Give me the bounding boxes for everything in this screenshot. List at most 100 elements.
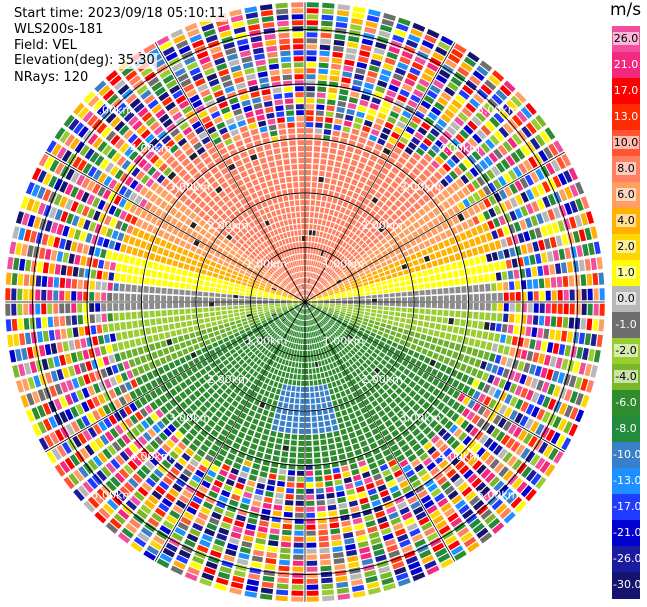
velocity-gate (228, 264, 235, 270)
velocity-gate (367, 159, 375, 168)
velocity-gate (23, 288, 29, 301)
velocity-gate (59, 277, 66, 288)
velocity-gate (203, 373, 211, 381)
velocity-gate (596, 256, 603, 270)
velocity-gate (552, 343, 560, 355)
velocity-gate (394, 227, 402, 234)
velocity-gate (354, 244, 360, 251)
velocity-gate (340, 289, 346, 293)
velocity-gate (237, 338, 244, 345)
velocity-gate (484, 454, 496, 466)
velocity-gate (507, 473, 519, 486)
velocity-gate (275, 343, 281, 349)
velocity-gate (291, 310, 296, 314)
velocity-gate (237, 348, 244, 355)
velocity-gate (119, 383, 128, 394)
velocity-gate (170, 352, 178, 360)
velocity-gate (69, 454, 81, 467)
velocity-gate (351, 329, 357, 335)
velocity-gate (257, 304, 263, 307)
velocity-gate (179, 309, 185, 315)
velocity-gate (154, 507, 167, 518)
velocity-gate (446, 409, 455, 419)
velocity-gate (252, 418, 259, 425)
velocity-gate (163, 427, 173, 437)
velocity-gate (444, 108, 455, 119)
velocity-gate (426, 430, 436, 440)
velocity-gate (308, 242, 311, 248)
velocity-gate (391, 213, 399, 221)
velocity-gate (372, 183, 380, 191)
velocity-gate (423, 341, 431, 349)
velocity-gate (382, 127, 392, 135)
velocity-gate (217, 571, 231, 580)
velocity-gate (305, 428, 312, 434)
velocity-gate (277, 336, 282, 343)
velocity-gate (284, 360, 289, 366)
velocity-gate (183, 538, 196, 548)
velocity-gate (315, 349, 319, 355)
velocity-gate (254, 280, 261, 285)
velocity-gate (49, 159, 60, 173)
velocity-gate (179, 240, 187, 248)
velocity-gate (54, 264, 61, 275)
velocity-gate (280, 332, 285, 338)
velocity-gate (410, 413, 419, 422)
velocity-gate (224, 276, 230, 282)
velocity-gate (381, 230, 389, 237)
velocity-gate (191, 296, 197, 302)
velocity-gate (305, 218, 309, 224)
velocity-gate (264, 390, 270, 397)
velocity-gate (232, 352, 239, 359)
velocity-gate (447, 142, 457, 152)
velocity-gate (216, 315, 222, 321)
velocity-gate (371, 542, 384, 551)
velocity-gate (403, 228, 411, 236)
velocity-gate (449, 310, 455, 317)
velocity-gate (235, 456, 244, 464)
velocity-gate (313, 158, 320, 164)
velocity-gate (140, 504, 152, 515)
velocity-gate (245, 415, 253, 423)
velocity-gate (335, 21, 348, 29)
velocity-gate (203, 566, 216, 576)
velocity-gate (231, 324, 237, 330)
velocity-gate (424, 315, 431, 321)
velocity-gate (331, 57, 342, 64)
velocity-gate (408, 380, 417, 389)
velocity-gate (203, 286, 210, 292)
velocity-gate (252, 312, 258, 316)
velocity-gate (441, 324, 447, 332)
velocity-gate (271, 313, 277, 317)
velocity-gate (341, 188, 348, 195)
velocity-gate (23, 229, 32, 242)
velocity-gate (333, 243, 338, 249)
velocity-gate (453, 43, 467, 54)
velocity-gate (103, 378, 112, 389)
velocity-gate (401, 237, 409, 244)
velocity-gate (379, 106, 390, 115)
velocity-gate (371, 302, 377, 306)
velocity-gate (426, 335, 433, 343)
velocity-gate (505, 357, 514, 368)
velocity-gate (295, 506, 304, 512)
velocity-gate (329, 306, 335, 309)
velocity-gate (306, 86, 316, 92)
velocity-gate (100, 345, 107, 356)
velocity-gate (165, 354, 173, 363)
velocity-gate (192, 319, 199, 326)
velocity-gate (20, 394, 30, 408)
velocity-gate (467, 137, 478, 148)
velocity-gate (347, 292, 353, 296)
velocity-gate (311, 338, 314, 344)
velocity-gate (184, 387, 192, 396)
velocity-gate (235, 395, 242, 403)
velocity-gate (359, 176, 367, 184)
velocity-gate (566, 261, 574, 273)
velocity-gate (393, 146, 403, 155)
velocity-gate (438, 459, 449, 469)
velocity-gate (165, 241, 173, 250)
velocity-gate (410, 357, 417, 365)
velocity-gate (309, 260, 312, 266)
velocity-gate (321, 20, 333, 27)
